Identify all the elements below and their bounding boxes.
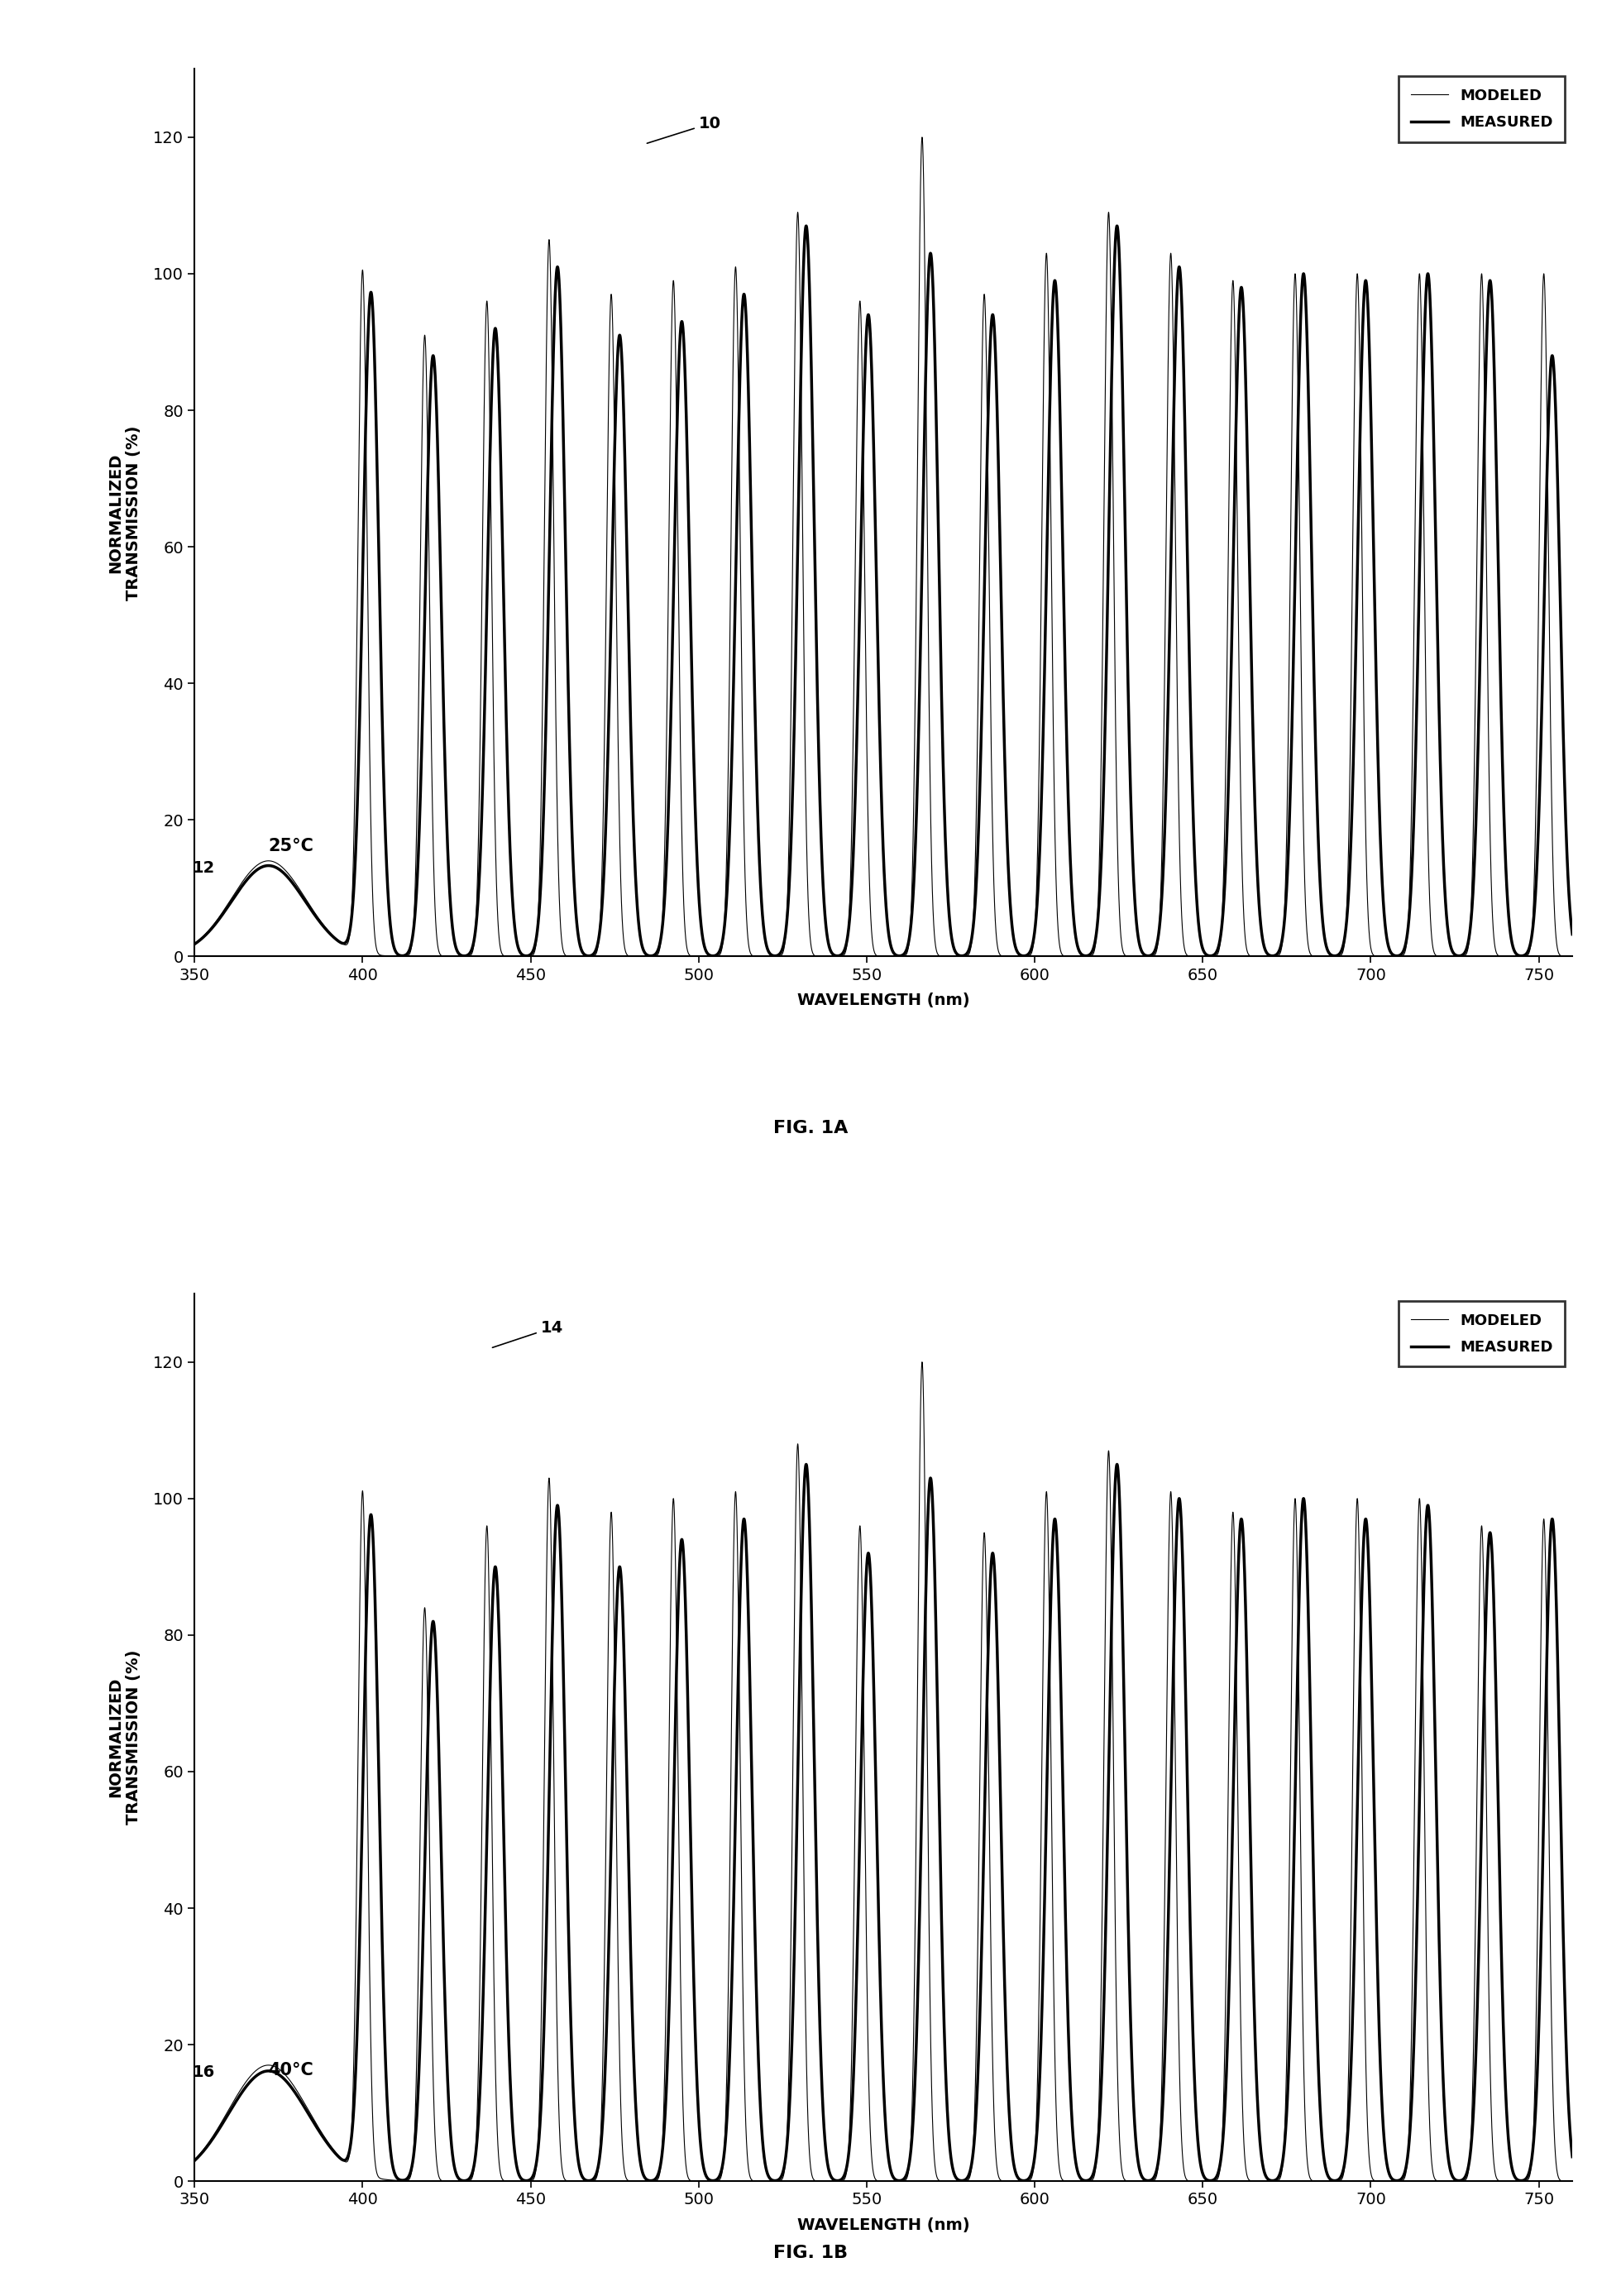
Text: 40°C: 40°C <box>269 2062 314 2078</box>
Text: FIG. 1B: FIG. 1B <box>773 2245 848 2262</box>
Y-axis label: NORMALIZED
TRANSMISSION (%): NORMALIZED TRANSMISSION (%) <box>107 1651 141 1825</box>
Text: 16: 16 <box>193 2064 214 2080</box>
Text: 12: 12 <box>193 859 214 875</box>
Y-axis label: NORMALIZED
TRANSMISSION (%): NORMALIZED TRANSMISSION (%) <box>107 425 141 599</box>
Legend: MODELED, MEASURED: MODELED, MEASURED <box>1399 76 1564 142</box>
X-axis label: WAVELENGTH (nm): WAVELENGTH (nm) <box>798 992 969 1008</box>
X-axis label: WAVELENGTH (nm): WAVELENGTH (nm) <box>798 2218 969 2232</box>
Text: 14: 14 <box>493 1320 562 1348</box>
Text: FIG. 1A: FIG. 1A <box>773 1120 848 1137</box>
Legend: MODELED, MEASURED: MODELED, MEASURED <box>1399 1302 1564 1366</box>
Text: 25°C: 25°C <box>269 838 314 854</box>
Text: 10: 10 <box>647 115 721 142</box>
